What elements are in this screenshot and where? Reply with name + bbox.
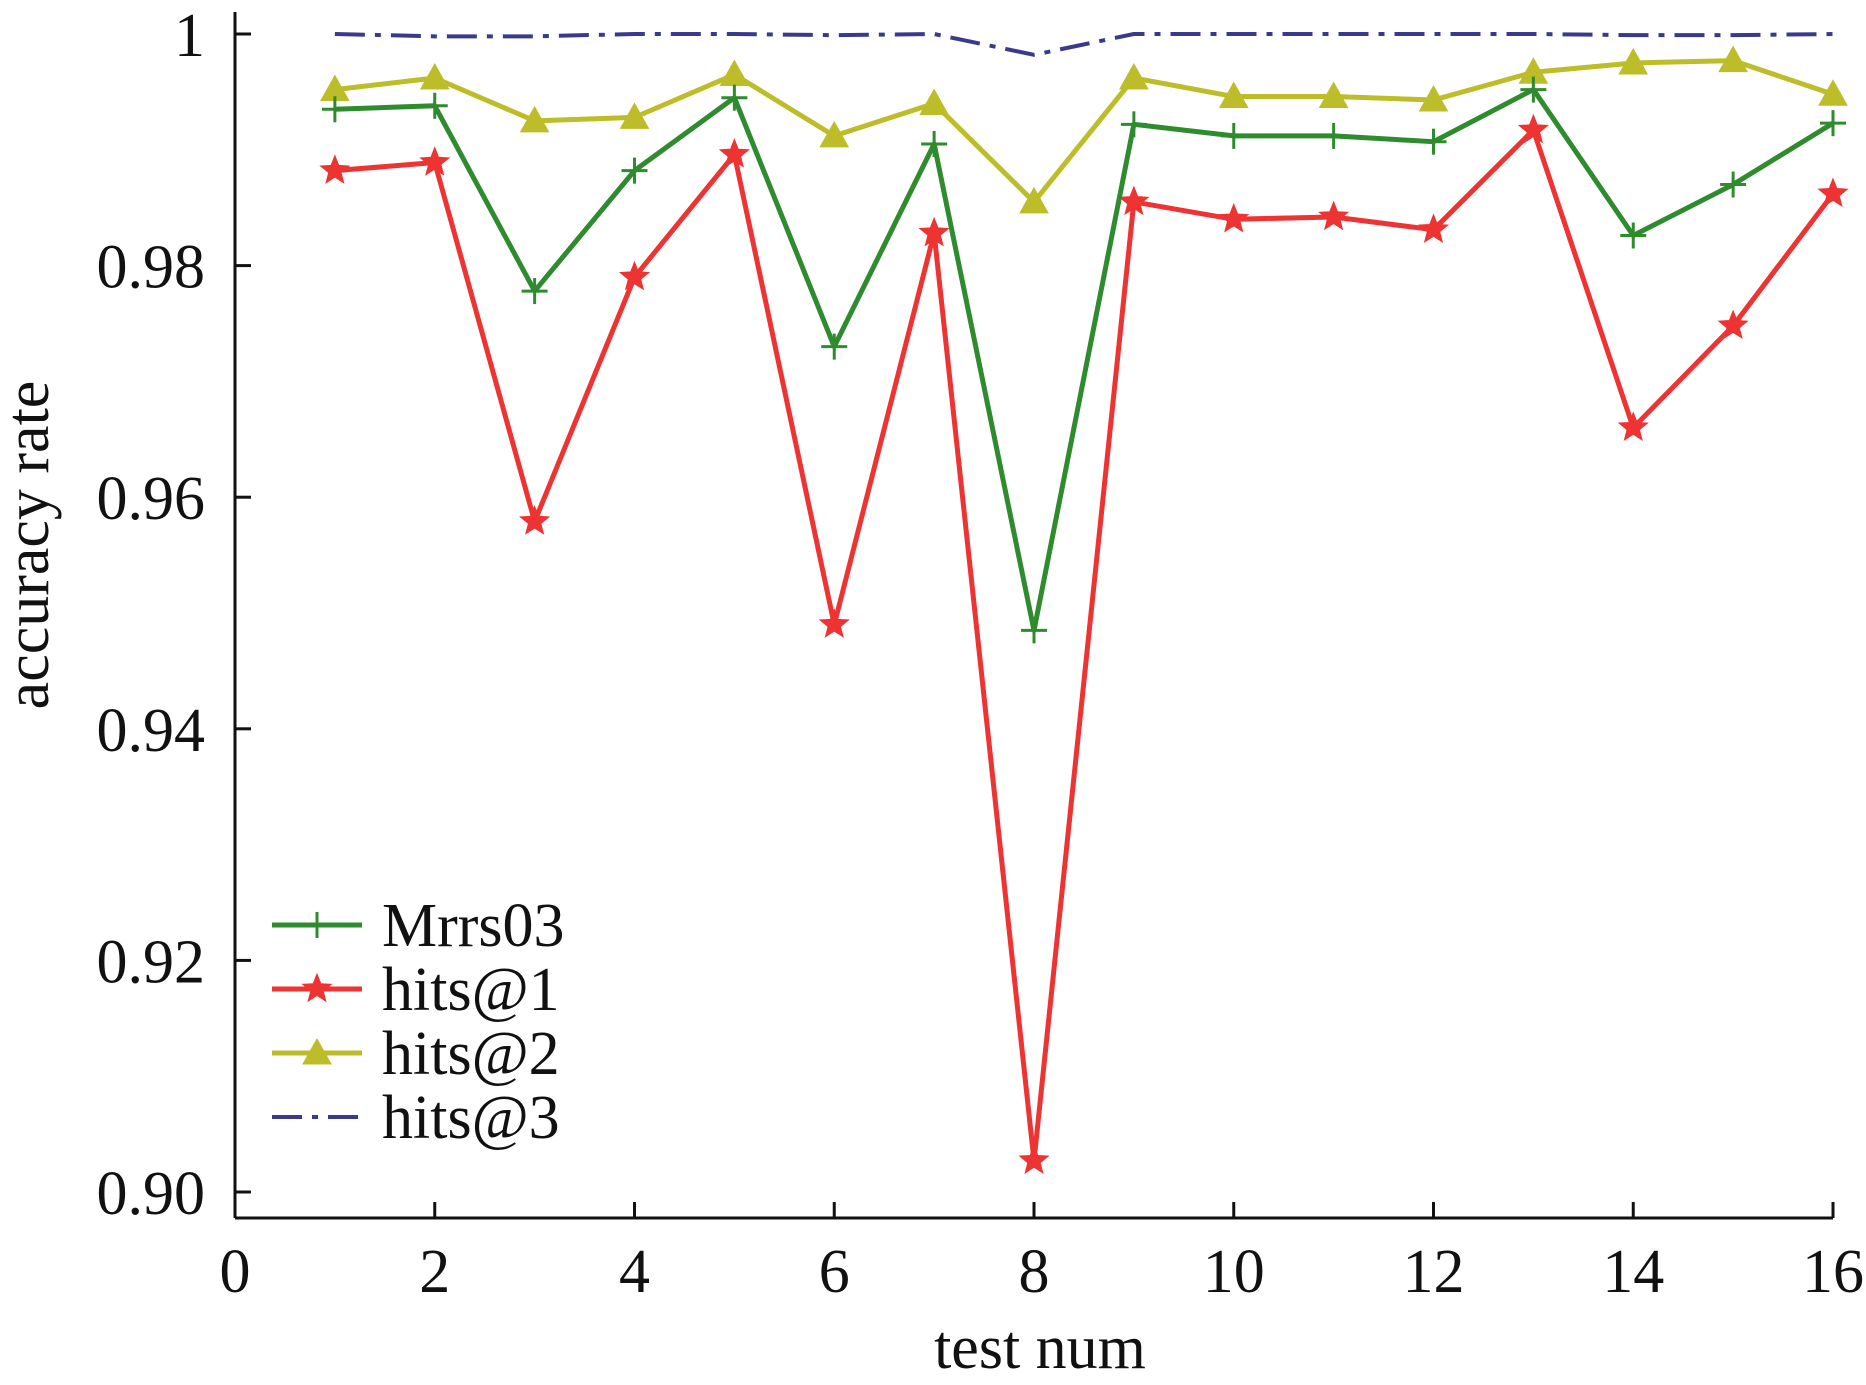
- series-line-hits-3: [334, 32, 1834, 57]
- data-point-hits-1: [1417, 213, 1450, 243]
- x-tick-label: 0: [220, 1238, 251, 1306]
- legend-item-hits-2: hits@2: [272, 1020, 560, 1088]
- series-mrrs03: [321, 76, 1846, 644]
- data-point-hits-1: [1018, 1144, 1050, 1174]
- series-line-mrrs03: [334, 87, 1835, 633]
- legend-label-hits-3: hits@3: [382, 1084, 560, 1152]
- series-hits-3: [334, 32, 1834, 57]
- x-tick-label: 2: [419, 1238, 450, 1306]
- x-tick-label: 8: [1019, 1238, 1050, 1306]
- data-point-hits-2: [619, 102, 650, 129]
- series-line-hits-1: [334, 127, 1835, 1164]
- x-axis-title: test num: [934, 1314, 1146, 1380]
- legend-item-hits-3: hits@3: [272, 1084, 560, 1152]
- data-point-hits-1: [718, 138, 750, 168]
- legend-label-hits-2: hits@2: [382, 1020, 560, 1088]
- x-tick-label: 6: [819, 1238, 850, 1306]
- data-point-hits-1: [918, 216, 950, 247]
- data-point-hits-2: [1818, 79, 1848, 106]
- axes: 0 2 4 6 8 10 12 14 16 0.90 0.92 0.94 0.96 0.98 1: [97, 2, 1865, 1306]
- data-point-hits-1: [1318, 200, 1350, 231]
- y-tick-label: 0.96: [97, 465, 206, 533]
- y-tick-label: 0.94: [97, 697, 206, 765]
- data-point-hits-2: [1218, 81, 1249, 109]
- y-tick-label: 0.98: [97, 234, 206, 302]
- data-point-hits-1: [419, 146, 451, 176]
- y-axis-title: accuracy rate: [0, 381, 62, 710]
- data-point-hits-2: [1119, 62, 1149, 90]
- legend-item-hits-1: hits@1: [272, 956, 560, 1024]
- data-point-hits-2: [419, 62, 450, 90]
- data-point-hits-2: [719, 59, 750, 87]
- data-point-hits-1: [818, 608, 850, 638]
- data-point-hits-2: [919, 88, 949, 115]
- data-point-hits-1: [319, 154, 351, 184]
- data-point-hits-2: [819, 120, 850, 148]
- legend-marker-hits-2: [302, 1037, 332, 1065]
- data-point-hits-2: [1318, 81, 1349, 109]
- data-point-hits-2: [1019, 186, 1049, 214]
- data-point-hits-2: [1718, 45, 1748, 73]
- series-layer: [319, 32, 1849, 1174]
- series-line-hits-2: [334, 58, 1834, 205]
- data-point-hits-1: [1118, 185, 1150, 216]
- data-point-hits-1: [618, 260, 651, 291]
- legend-label-hits-1: hits@1: [382, 956, 560, 1024]
- data-point-hits-1: [1817, 177, 1849, 208]
- y-tick-label: 0.90: [97, 1160, 206, 1228]
- legend-marker-hits-1: [301, 972, 333, 1003]
- data-point-hits-2: [519, 105, 550, 133]
- data-point-hits-1: [1717, 309, 1749, 340]
- x-tick-label: 4: [619, 1238, 650, 1306]
- x-tick-label: 16: [1802, 1238, 1864, 1306]
- data-point-hits-2: [1618, 47, 1649, 75]
- data-point-hits-1: [519, 505, 551, 535]
- legend-label-mrrs03: Mrrs03: [382, 892, 565, 960]
- y-tick-label: 1: [174, 2, 205, 70]
- x-tick-label: 12: [1403, 1238, 1465, 1306]
- data-point-hits-1: [1218, 202, 1250, 233]
- legend-item-mrrs03: Mrrs03: [272, 892, 565, 960]
- series-hits-2: [320, 45, 1848, 214]
- y-tick-label: 0.92: [97, 928, 206, 996]
- data-point-hits-1: [1517, 113, 1549, 144]
- series-hits-1: [319, 113, 1849, 1174]
- x-tick-label: 14: [1602, 1238, 1664, 1306]
- x-tick-label: 10: [1203, 1238, 1265, 1306]
- data-point-hits-1: [1617, 411, 1649, 441]
- data-point-hits-2: [1418, 84, 1449, 112]
